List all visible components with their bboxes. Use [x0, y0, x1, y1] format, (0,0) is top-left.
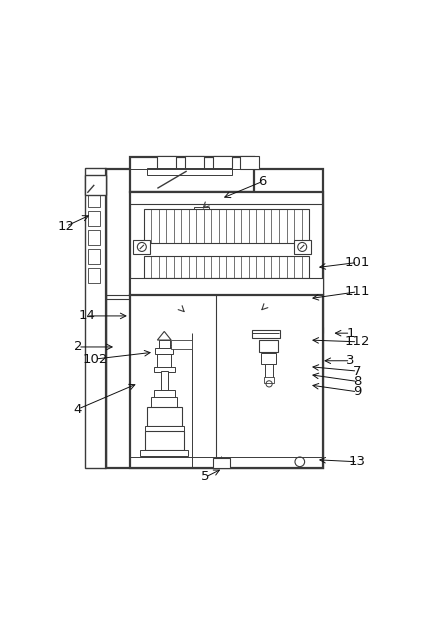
Bar [161, 371, 168, 390]
Bar [154, 367, 174, 372]
Bar [144, 209, 309, 243]
Bar [158, 354, 171, 368]
Bar [264, 377, 274, 383]
Bar [145, 426, 184, 431]
Bar [130, 192, 323, 295]
Text: 12: 12 [57, 220, 74, 233]
Polygon shape [158, 331, 171, 340]
Bar [147, 169, 231, 174]
Bar [135, 297, 180, 320]
Text: 9: 9 [353, 386, 362, 398]
Text: 101: 101 [345, 256, 370, 269]
Bar [185, 156, 204, 169]
Text: 2: 2 [74, 340, 82, 353]
Bar [171, 340, 192, 348]
Text: 111: 111 [344, 286, 370, 298]
Bar [178, 306, 187, 315]
Text: 5: 5 [202, 470, 210, 484]
Bar [147, 408, 182, 426]
Bar [89, 211, 101, 226]
Text: 13: 13 [349, 455, 366, 469]
Bar [105, 169, 323, 468]
Bar [130, 295, 323, 468]
Bar [265, 364, 273, 378]
Bar [130, 157, 254, 192]
Bar [259, 340, 278, 352]
Bar [194, 206, 209, 214]
Text: 14: 14 [78, 309, 95, 323]
Bar [145, 431, 184, 450]
Bar [159, 340, 170, 348]
Bar [85, 167, 105, 468]
Bar [252, 295, 263, 321]
Bar [89, 267, 101, 283]
Bar [144, 255, 309, 278]
Text: 102: 102 [83, 352, 108, 365]
Bar [294, 240, 311, 254]
Bar [133, 240, 150, 254]
Text: 8: 8 [353, 375, 362, 388]
Bar [151, 397, 178, 408]
Bar [89, 192, 101, 208]
Text: 4: 4 [74, 403, 82, 416]
Bar [130, 278, 323, 295]
Bar [252, 330, 280, 338]
Bar [89, 230, 101, 245]
Bar [213, 458, 230, 468]
Text: 3: 3 [346, 354, 355, 367]
Text: 1: 1 [346, 326, 355, 340]
Text: 6: 6 [259, 175, 267, 188]
Bar [85, 174, 105, 195]
Text: 7: 7 [353, 365, 362, 377]
Bar [213, 156, 231, 169]
Text: 112: 112 [344, 335, 370, 348]
Bar [268, 302, 282, 321]
Bar [240, 156, 259, 169]
Bar [158, 156, 176, 169]
Bar [192, 327, 323, 333]
Bar [184, 308, 191, 313]
Bar [89, 248, 101, 264]
Bar [154, 390, 174, 398]
Bar [155, 348, 173, 354]
Bar [261, 353, 276, 364]
Bar [140, 450, 188, 455]
